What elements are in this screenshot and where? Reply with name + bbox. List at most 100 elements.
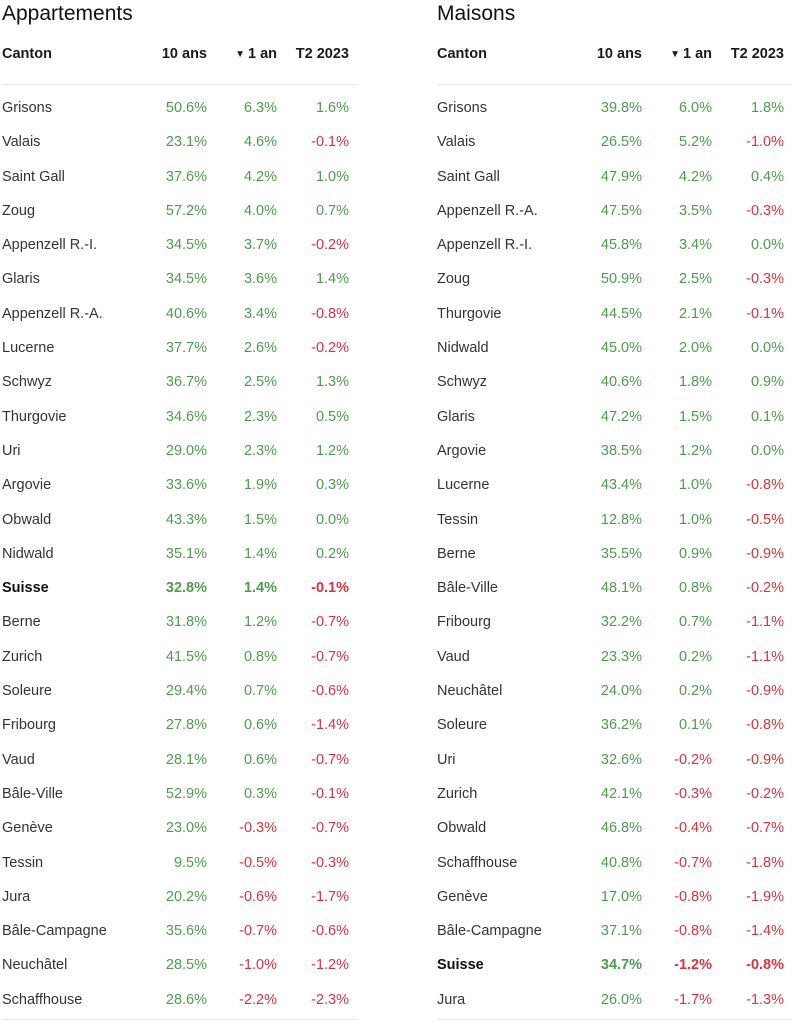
- t2-2023-cell: 0.9%: [750, 374, 784, 391]
- t2-2023-cell: -0.2%: [311, 237, 349, 254]
- canton-cell: Uri: [437, 751, 456, 768]
- ten-year-cell: 45.8%: [600, 237, 642, 254]
- table-row: Genève 23.0% -0.3% -0.7%: [2, 811, 357, 845]
- table-row: Schaffhouse 28.6% -2.2% -2.3%: [2, 983, 357, 1017]
- one-year-cell: 1.4%: [243, 580, 277, 597]
- t2-2023-cell: -0.1%: [311, 134, 349, 151]
- table-row: Thurgovie 34.6% 2.3% 0.5%: [2, 400, 357, 434]
- t2-2023-cell: 1.2%: [315, 442, 349, 459]
- ten-year-cell: 36.7%: [165, 374, 207, 391]
- canton-cell: Jura: [437, 991, 466, 1008]
- one-year-cell: 4.0%: [243, 202, 277, 219]
- table-row: Fribourg 27.8% 0.6% -1.4%: [2, 708, 357, 742]
- sort-desc-icon: ▼: [670, 49, 680, 60]
- t2-2023-cell: 0.0%: [750, 237, 784, 254]
- t2-2023-cell: -0.7%: [311, 648, 349, 665]
- canton-cell: Vaud: [437, 648, 470, 665]
- one-year-cell: -2.2%: [239, 991, 277, 1008]
- table-row: Suisse 34.7% -1.2% -0.8%: [437, 948, 792, 982]
- t2-2023-cell: 1.6%: [315, 100, 349, 116]
- header-canton[interactable]: Canton: [2, 46, 52, 62]
- table-row: Appenzell R.-A. 40.6% 3.4% -0.8%: [2, 297, 357, 331]
- table-row: Jura 26.0% -1.7% -1.3%: [437, 983, 792, 1017]
- t2-2023-cell: 0.4%: [750, 168, 784, 185]
- header-1-year[interactable]: ▼ 1 an: [670, 45, 712, 65]
- t2-2023-cell: 1.0%: [315, 168, 349, 185]
- one-year-cell: -0.6%: [239, 888, 277, 905]
- table-row: Berne 35.5% 0.9% -0.9%: [437, 537, 792, 571]
- one-year-cell: 1.0%: [678, 477, 712, 494]
- table-row: Zurich 41.5% 0.8% -0.7%: [2, 640, 357, 674]
- one-year-cell: 1.4%: [243, 545, 277, 562]
- ten-year-cell: 50.6%: [165, 100, 207, 116]
- canton-cell: Appenzell R.-I.: [437, 237, 533, 254]
- header-10-years[interactable]: 10 ans: [596, 46, 642, 62]
- table-row: Lucerne 43.4% 1.0% -0.8%: [437, 468, 792, 502]
- table-row: Obwald 46.8% -0.4% -0.7%: [437, 811, 792, 845]
- t2-2023-cell: 0.7%: [315, 202, 349, 219]
- canton-cell: Uri: [2, 442, 21, 459]
- t2-2023-cell: -0.7%: [311, 751, 349, 768]
- table-row: Neuchâtel 28.5% -1.0% -1.2%: [2, 948, 357, 982]
- one-year-cell: 0.2%: [678, 683, 712, 700]
- sort-desc-icon: ▼: [235, 49, 245, 60]
- t2-2023-cell: -0.3%: [311, 854, 349, 871]
- apartments-bottom-divider: [2, 1019, 357, 1020]
- table-row: Bâle-Campagne 37.1% -0.8% -1.4%: [437, 914, 792, 948]
- one-year-cell: -0.7%: [674, 854, 712, 871]
- one-year-cell: -1.0%: [239, 957, 277, 974]
- table-row: Glaris 34.5% 3.6% 1.4%: [2, 262, 357, 296]
- one-year-cell: 0.7%: [678, 614, 712, 631]
- canton-cell: Lucerne: [437, 477, 490, 494]
- one-year-cell: 1.0%: [678, 511, 712, 528]
- canton-cell: Genève: [2, 820, 53, 837]
- header-1-year[interactable]: ▼ 1 an: [235, 45, 277, 65]
- one-year-cell: 2.5%: [243, 374, 277, 391]
- one-year-cell: -0.8%: [674, 923, 712, 940]
- one-year-cell: -0.8%: [674, 888, 712, 905]
- canton-cell: Glaris: [437, 408, 475, 425]
- table-row: Zurich 42.1% -0.3% -0.2%: [437, 777, 792, 811]
- ten-year-cell: 48.1%: [600, 580, 642, 597]
- header-t2-2023[interactable]: T2 2023: [295, 46, 349, 62]
- t2-2023-cell: -1.7%: [311, 888, 349, 905]
- t2-2023-cell: 0.0%: [750, 442, 784, 459]
- header-10-years[interactable]: 10 ans: [161, 46, 207, 62]
- ten-year-cell: 34.5%: [165, 271, 207, 288]
- ten-year-cell: 32.6%: [600, 751, 642, 768]
- t2-2023-cell: -0.7%: [311, 820, 349, 837]
- ten-year-cell: 23.1%: [165, 134, 207, 151]
- table-row: Nidwald 35.1% 1.4% 0.2%: [2, 537, 357, 571]
- canton-cell: Nidwald: [2, 545, 54, 562]
- canton-cell: Appenzell R.-A.: [437, 202, 538, 219]
- t2-2023-cell: -1.4%: [746, 923, 784, 940]
- ten-year-cell: 31.8%: [165, 614, 207, 631]
- table-row: Appenzell R.-I. 45.8% 3.4% 0.0%: [437, 228, 792, 262]
- one-year-cell: 2.0%: [678, 340, 712, 357]
- one-year-cell: 2.5%: [678, 271, 712, 288]
- ten-year-cell: 32.8%: [165, 580, 207, 597]
- ten-year-cell: 34.6%: [165, 408, 207, 425]
- table-row: Tessin 12.8% 1.0% -0.5%: [437, 503, 792, 537]
- table-row: Thurgovie 44.5% 2.1% -0.1%: [437, 297, 792, 331]
- ten-year-cell: 40.6%: [165, 305, 207, 322]
- t2-2023-cell: -0.8%: [746, 717, 784, 734]
- one-year-cell: 0.9%: [678, 545, 712, 562]
- header-t2-2023[interactable]: T2 2023: [730, 46, 784, 62]
- ten-year-cell: 41.5%: [165, 648, 207, 665]
- one-year-cell: 3.4%: [678, 237, 712, 254]
- header-canton[interactable]: Canton: [437, 46, 487, 62]
- canton-cell: Suisse: [2, 580, 49, 597]
- t2-2023-cell: -0.9%: [746, 545, 784, 562]
- table-row: Uri 32.6% -0.2% -0.9%: [437, 743, 792, 777]
- one-year-cell: 4.2%: [243, 168, 277, 185]
- table-row: Argovie 38.5% 1.2% 0.0%: [437, 434, 792, 468]
- t2-2023-cell: -0.6%: [311, 683, 349, 700]
- canton-cell: Bâle-Ville: [2, 785, 63, 802]
- table-row: Vaud 28.1% 0.6% -0.7%: [2, 743, 357, 777]
- canton-cell: Soleure: [437, 717, 487, 734]
- ten-year-cell: 47.5%: [600, 202, 642, 219]
- table-row: Bâle-Ville 52.9% 0.3% -0.1%: [2, 777, 357, 811]
- one-year-cell: 6.0%: [678, 100, 712, 116]
- t2-2023-cell: -0.2%: [746, 580, 784, 597]
